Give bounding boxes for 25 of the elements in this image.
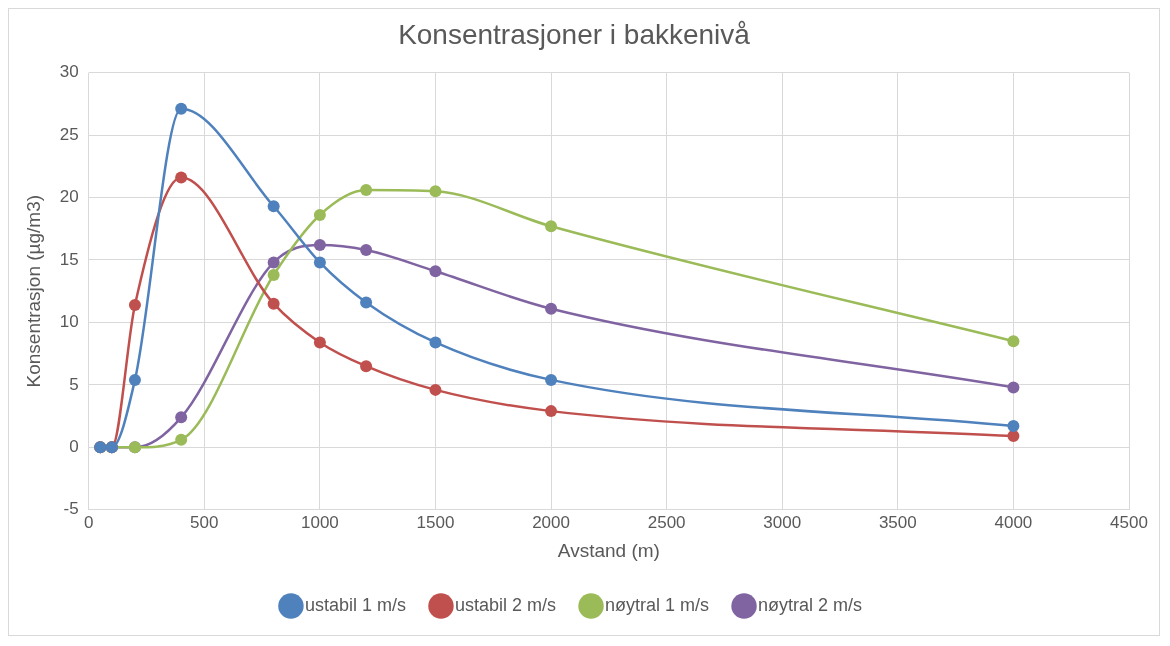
x-tick-label: 4500 <box>1110 512 1148 532</box>
x-tick-label: 2500 <box>647 512 686 532</box>
y-tick-label: 25 <box>59 124 79 144</box>
x-tick-label: 3000 <box>763 512 802 532</box>
x-tick-label: 500 <box>190 512 219 532</box>
chart-title: Konsentrasjoner i bakkenivå <box>398 18 751 50</box>
legend-label: nøytral 2 m/s <box>758 594 863 615</box>
legend-label: ustabil 2 m/s <box>454 594 557 615</box>
x-tick-label: 0 <box>83 512 94 532</box>
y-tick-label: 30 <box>59 62 79 82</box>
legend-label: nøytral 1 m/s <box>605 594 710 615</box>
y-tick-label: 5 <box>69 374 79 394</box>
y-tick-label: 20 <box>59 187 79 207</box>
y-tick-label: 15 <box>59 249 79 269</box>
y-tick-label: 10 <box>59 312 79 332</box>
x-tick-label: 3500 <box>878 512 917 532</box>
x-tick-label: 1500 <box>416 512 455 532</box>
y-tick-label: -5 <box>63 499 79 519</box>
y-tick-label: 0 <box>69 437 79 457</box>
x-tick-label: 1000 <box>300 512 339 532</box>
x-tick-label: 4000 <box>994 512 1033 532</box>
x-tick-label: 2000 <box>532 512 570 532</box>
x-axis-title: Avstand (m) <box>557 539 660 561</box>
legend-label: ustabil 1 m/s <box>304 594 406 615</box>
y-axis-title: Konsentrasjon (µg/m3) <box>22 194 44 388</box>
